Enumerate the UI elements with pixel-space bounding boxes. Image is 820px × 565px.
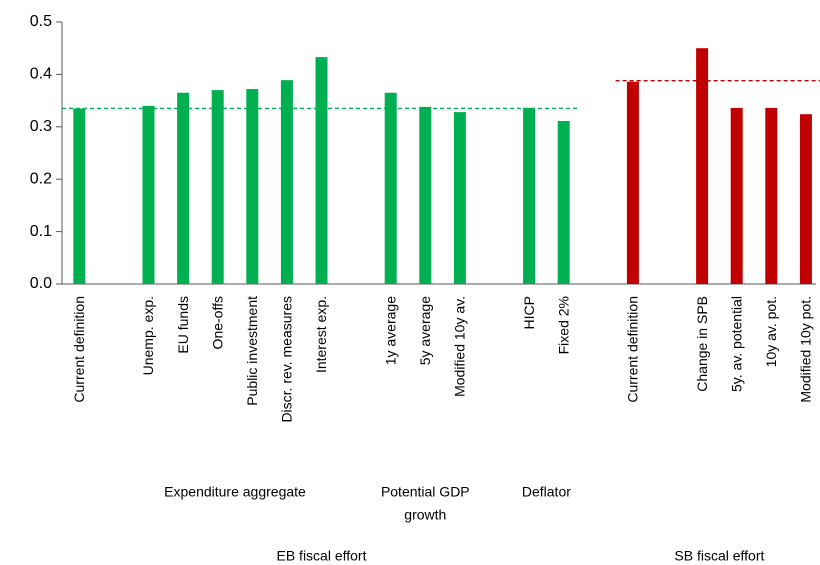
bar — [142, 105, 155, 284]
group-label: growth — [404, 507, 446, 523]
x-tick-label: Public investment — [244, 296, 260, 406]
bar — [730, 107, 743, 284]
x-tick-label: Current definition — [625, 296, 641, 403]
x-tick-label: Change in SPB — [694, 296, 710, 392]
bar — [246, 89, 259, 285]
bar — [453, 112, 466, 285]
x-tick-label: Interest exp. — [313, 296, 329, 373]
bar — [765, 107, 778, 284]
bar — [384, 92, 397, 285]
x-tick-label: Modified 10y av. — [452, 296, 468, 397]
x-tick-label: Modified 10y pot. — [798, 296, 814, 403]
bar — [626, 81, 639, 285]
x-tick-label: Fixed 2% — [555, 296, 571, 354]
bar — [799, 114, 812, 284]
supergroup-label: EB fiscal effort — [276, 548, 366, 564]
x-tick-label: HICP — [521, 296, 537, 329]
x-tick-label: 5y. av. potential — [728, 296, 744, 392]
y-tick-label: 0.5 — [30, 13, 52, 30]
bar — [419, 106, 432, 284]
x-tick-label: EU funds — [175, 296, 191, 354]
x-tick-label: Unemp. exp. — [140, 296, 156, 375]
bar — [315, 57, 328, 284]
x-tick-label: 1y average — [382, 296, 398, 365]
bar — [523, 107, 536, 284]
y-tick-label: 0.1 — [30, 223, 52, 240]
bar — [211, 90, 224, 285]
bar — [177, 92, 190, 285]
bar — [557, 121, 570, 284]
x-tick-label: 5y average — [417, 296, 433, 365]
y-tick-label: 0.0 — [30, 275, 52, 292]
bar — [280, 80, 293, 284]
y-tick-label: 0.3 — [30, 118, 52, 135]
bar — [73, 108, 86, 285]
supergroup-label: SB fiscal effort — [674, 548, 764, 564]
y-tick-label: 0.4 — [30, 66, 52, 83]
x-tick-label: Current definition — [71, 296, 87, 403]
group-label: Expenditure aggregate — [164, 484, 306, 500]
x-tick-label: 10y av. pot. — [763, 296, 779, 367]
bar — [696, 48, 709, 285]
group-label: Potential GDP — [381, 484, 470, 500]
y-tick-label: 0.2 — [30, 170, 52, 187]
x-tick-label: One-offs — [209, 296, 225, 349]
x-tick-label: Discr. rev. measures — [279, 296, 295, 423]
group-label: Deflator — [522, 484, 571, 500]
